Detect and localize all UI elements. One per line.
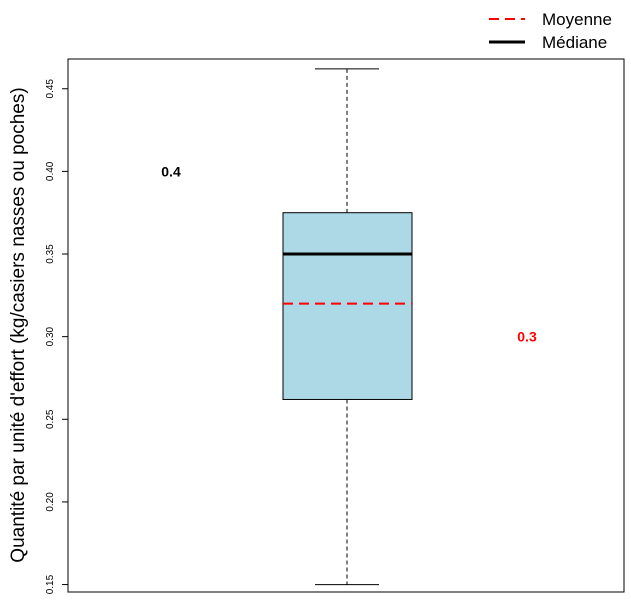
y-tick-label: 0.20 [45,492,56,512]
y-tick-label: 0.25 [45,409,56,429]
legend: Moyenne Médiane [489,10,612,52]
annotation-value-right: 0.3 [517,329,537,345]
y-tick-label: 0.30 [45,326,56,346]
y-axis-label: Quantité par unité d'effort (kg/casiers … [8,87,29,562]
legend-mean-label: Moyenne [542,10,612,29]
boxplot [282,68,413,586]
y-tick-label: 0.35 [45,244,56,264]
interquartile-box [282,212,413,400]
legend-median-label: Médiane [542,33,607,52]
y-tick-label: 0.40 [45,161,56,181]
annotation-value-left: 0.4 [161,163,181,179]
y-tick-label: 0.15 [45,574,56,594]
y-axis: 0.15 0.20 0.25 0.30 0.35 0.40 0.45 [45,79,68,594]
plot-frame [67,58,625,593]
y-tick-label: 0.45 [45,79,56,99]
